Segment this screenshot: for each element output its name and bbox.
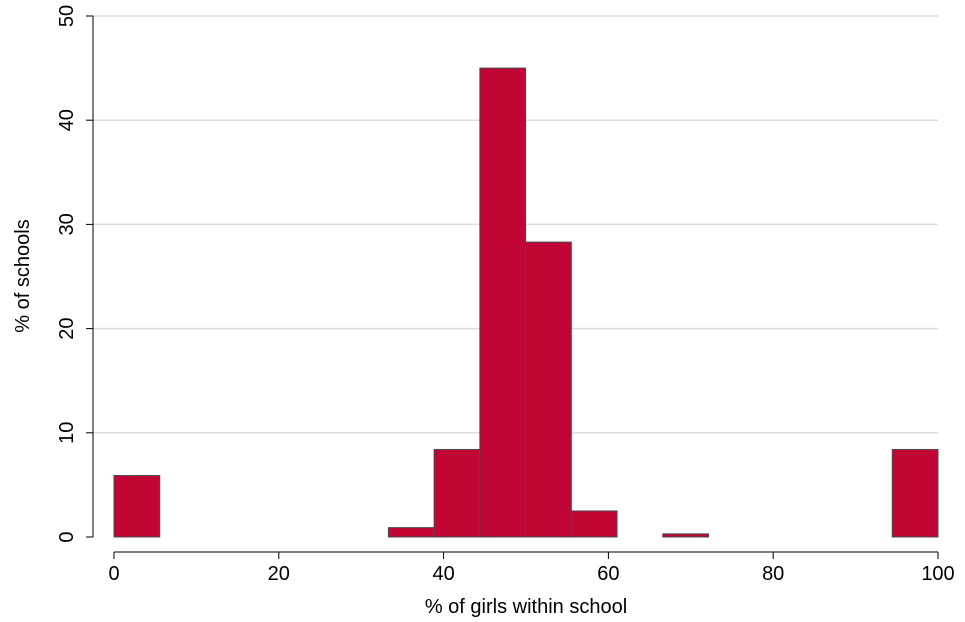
- histogram-bar: [891, 448, 939, 538]
- x-tick-label: 0: [108, 563, 119, 585]
- y-axis-label: % of schools: [12, 219, 34, 332]
- histogram-bar: [479, 67, 527, 538]
- y-tick-label: 10: [56, 422, 78, 444]
- histogram-bars: [113, 67, 939, 538]
- histogram-bar: [570, 510, 618, 538]
- x-tick-label: 40: [432, 563, 454, 585]
- y-tick-label: 40: [56, 109, 78, 131]
- histogram-bar: [525, 241, 572, 538]
- y-tick-label: 0: [56, 531, 78, 542]
- y-tick-label: 30: [56, 213, 78, 235]
- y-tick-label: 20: [56, 317, 78, 339]
- y-tick-label: 50: [56, 5, 78, 27]
- x-tick-label: 100: [921, 563, 954, 585]
- x-axis-ticks: 0 20 40 60 80 100: [108, 552, 955, 585]
- histogram-bar: [113, 475, 161, 538]
- x-tick-label: 20: [268, 563, 290, 585]
- y-axis-ticks: 0 10 20 30 40 50: [56, 5, 93, 543]
- x-tick-label: 60: [597, 563, 619, 585]
- x-axis-label: % of girls within school: [425, 596, 627, 618]
- histogram-bar: [433, 448, 481, 538]
- histogram-bar: [662, 533, 710, 538]
- x-tick-label: 80: [762, 563, 784, 585]
- histogram-bar: [387, 527, 435, 538]
